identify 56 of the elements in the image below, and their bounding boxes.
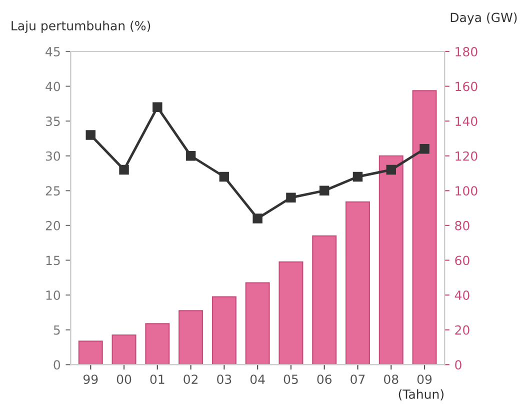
y2-tick-label: 0	[455, 360, 462, 370]
y2-tick-label: 160	[456, 82, 478, 92]
y-tick-label: 25	[46, 186, 60, 196]
y2-tick-label: 120	[456, 151, 478, 161]
x-tick-label: 08	[384, 374, 398, 384]
y-tick-label: 45	[46, 47, 60, 56]
x-tick-label: 07	[350, 374, 365, 384]
y-tick-label: 35	[46, 116, 60, 126]
bar	[212, 296, 236, 365]
y-tick-label: 15	[46, 256, 60, 266]
bar	[312, 235, 337, 365]
y-tick-label: 0	[54, 360, 60, 370]
bar	[378, 155, 404, 365]
bar	[245, 282, 270, 365]
x-tick-label: 02	[184, 374, 198, 384]
bar	[178, 310, 204, 365]
x-tick-label: 01	[150, 374, 164, 384]
point	[119, 164, 129, 175]
y-tick-label: 10	[46, 290, 60, 300]
y-axis-title: Laju pertumbuhan (%)	[12, 20, 150, 33]
y2-tick-label: 80	[455, 220, 470, 230]
y-tick-label: 30	[46, 151, 60, 161]
bar	[278, 261, 304, 365]
point	[219, 172, 230, 182]
bar	[346, 201, 370, 365]
y2-axis-title: Daya (GW)	[450, 12, 517, 25]
y2-tick-label: 100	[456, 186, 478, 196]
y2-tick-label: 40	[454, 290, 470, 300]
point	[186, 151, 196, 161]
x-tick-label: 99	[83, 374, 98, 384]
y2-tick-label: 140	[456, 116, 478, 126]
bar	[78, 340, 103, 365]
y-tick-label: 20	[46, 220, 60, 230]
x-tick-label: 06	[317, 374, 332, 384]
point	[420, 144, 430, 154]
point	[352, 172, 363, 182]
point	[286, 192, 296, 202]
x-tick-label: 05	[284, 374, 298, 384]
point	[86, 130, 96, 140]
y-tick-label: 5	[54, 325, 60, 335]
point	[252, 214, 262, 224]
y2-tick-label: 180	[456, 46, 478, 56]
y2-tick-label: 60	[455, 256, 470, 266]
x-tick-label: 04	[250, 374, 265, 384]
x-axis-title: (Tahun)	[398, 389, 444, 400]
x-tick-label: 03	[217, 374, 232, 384]
bar	[112, 334, 136, 365]
point	[152, 102, 162, 112]
x-tick-label: 00	[116, 374, 132, 384]
y-tick-label: 40	[46, 82, 60, 92]
y2-tick-label: 20	[455, 325, 470, 335]
bar	[412, 90, 437, 365]
x-tick-label: 09	[417, 374, 432, 384]
point	[386, 164, 396, 175]
point	[319, 186, 330, 196]
bar	[145, 323, 170, 365]
